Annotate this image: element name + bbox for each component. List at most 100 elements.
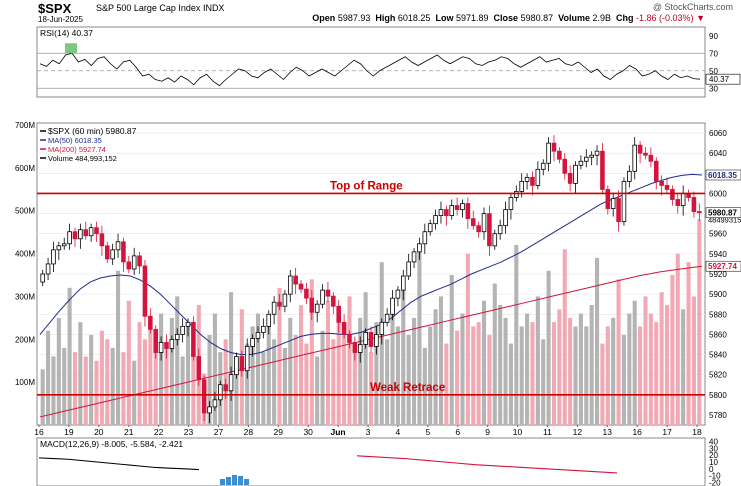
candle-body — [438, 209, 444, 217]
candle-body — [104, 245, 110, 260]
x-tick-label: 16 — [632, 427, 642, 437]
volume-bar — [686, 262, 691, 425]
volume-bar — [51, 356, 56, 425]
exchange: INDX — [202, 3, 225, 13]
volume-bar — [315, 356, 320, 425]
volume-bar — [406, 335, 411, 425]
last-price-tag-box — [705, 207, 741, 218]
candle-body — [196, 356, 202, 381]
volume-bar — [94, 360, 99, 425]
price-legend-entry: MA(200) 5927.74 — [48, 145, 106, 154]
volume-bar — [325, 300, 330, 425]
volume-bar — [148, 326, 153, 425]
volume-bar — [272, 339, 277, 425]
volume-bar — [207, 335, 212, 425]
candle-body — [584, 156, 589, 162]
candle-body — [632, 144, 638, 172]
volume-last-label: 484993152 — [708, 215, 741, 224]
candle-body — [191, 321, 196, 357]
candle-body — [201, 379, 207, 414]
volume-bar — [56, 317, 61, 425]
candle-body — [261, 325, 266, 333]
volume-bar — [422, 347, 427, 425]
volume-bar — [266, 322, 271, 425]
volume-bar — [487, 335, 492, 425]
volume-bar — [584, 326, 589, 425]
candle-body — [406, 261, 411, 277]
x-tick-label: 10 — [513, 427, 523, 437]
candle-body — [357, 344, 363, 353]
volume-bar — [234, 360, 239, 425]
volume-bar — [697, 219, 702, 425]
candle-body — [648, 154, 654, 162]
open-label: Open — [312, 13, 336, 23]
volume-bar — [390, 300, 395, 425]
volume-bar — [546, 270, 551, 425]
candle-body — [519, 180, 524, 192]
volume-bar — [115, 270, 121, 425]
volume-bar — [175, 296, 180, 425]
x-tick-label: 3 — [366, 427, 371, 437]
candle-body — [314, 303, 320, 313]
candle-body — [524, 176, 530, 182]
candle-body — [444, 209, 449, 217]
volume-bar — [519, 326, 524, 425]
rsi-tick-label: 30 — [709, 84, 718, 93]
candle-body — [449, 205, 455, 217]
volume-bar — [595, 257, 600, 425]
candle-body — [56, 245, 62, 251]
volume-bar — [627, 313, 632, 425]
candle-body — [670, 189, 675, 200]
rsi-last-value-label: 40.37 — [709, 75, 730, 84]
candle-body — [697, 211, 702, 214]
candle-body — [680, 193, 686, 206]
volume-bar — [428, 326, 433, 425]
volume-bar — [460, 313, 465, 425]
ma50-value-tag: 6018.35 — [708, 171, 737, 180]
x-tick-label: 29 — [274, 427, 284, 437]
candle-body — [331, 295, 336, 307]
volume-bar — [525, 313, 530, 425]
price-tick-label: 5840 — [709, 351, 727, 360]
volume-bar — [681, 309, 686, 425]
volume-bar — [169, 317, 174, 425]
volume-bar — [605, 326, 610, 425]
volume-bar — [153, 335, 158, 425]
candle-body — [460, 203, 465, 210]
candle-body — [158, 342, 164, 353]
x-tick-label: 11 — [543, 427, 552, 437]
x-tick-label: 12 — [573, 427, 583, 437]
candle-body — [277, 301, 282, 307]
volume-bar — [530, 322, 535, 425]
ma50-value-tag-box — [705, 169, 741, 181]
volume-tick-label: 300M — [15, 292, 35, 301]
candle-body — [347, 333, 352, 343]
volume-bar — [374, 322, 379, 425]
candle-body — [126, 261, 132, 270]
macd-histogram-bar — [220, 479, 225, 485]
candle-body — [643, 152, 648, 156]
volume-bar — [476, 322, 481, 425]
candle-body — [40, 273, 45, 283]
macd-tick-label: 20 — [709, 451, 718, 460]
candle-body — [164, 342, 169, 349]
macd-histogram-bar — [232, 475, 237, 485]
candle-body — [271, 301, 277, 315]
volume-bar — [185, 322, 191, 425]
volume-bar — [352, 347, 357, 425]
candle-body — [228, 374, 234, 392]
candle-body — [557, 150, 562, 160]
volume-bar — [282, 347, 287, 425]
candle-body — [153, 328, 158, 353]
candle-body — [304, 288, 309, 299]
x-tick-label: 9 — [485, 427, 490, 437]
candle-body — [578, 160, 584, 166]
candle-body — [492, 233, 498, 247]
candle-body — [600, 150, 605, 190]
candle-body — [390, 297, 395, 315]
macd-histogram-bar — [226, 477, 231, 485]
volume-bar — [481, 300, 487, 425]
x-tick-label: 5 — [425, 427, 430, 437]
price-tick-label: 5780 — [709, 411, 727, 420]
candle-body — [514, 191, 519, 198]
